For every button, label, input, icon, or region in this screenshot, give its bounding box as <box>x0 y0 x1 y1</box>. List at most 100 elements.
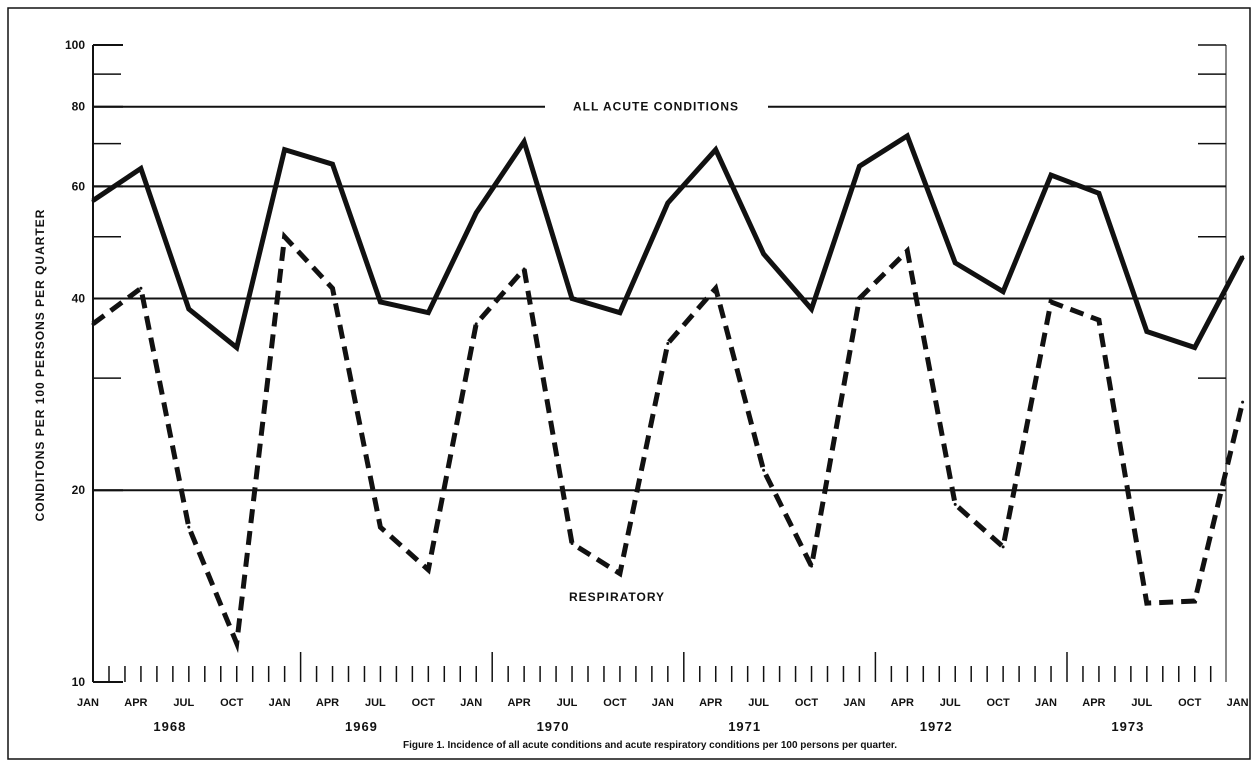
data-point <box>522 140 526 144</box>
data-point <box>331 286 334 290</box>
y-tick-label-60: 60 <box>72 179 86 193</box>
y-tick-label-80: 80 <box>72 100 86 114</box>
data-point <box>1241 255 1245 259</box>
y-tick-label-10: 10 <box>72 675 86 689</box>
data-point <box>905 249 909 253</box>
x-tick-label: JAN <box>460 697 482 709</box>
x-tick-label: APR <box>124 697 147 709</box>
data-point <box>953 261 957 265</box>
data-point <box>1097 191 1101 195</box>
x-tick-label: JUL <box>940 697 961 709</box>
x-year-label-1973: 1973 <box>1111 719 1144 734</box>
data-point <box>1145 601 1149 605</box>
x-year-label-1970: 1970 <box>537 719 570 734</box>
data-point <box>235 641 239 645</box>
x-year-label-1972: 1972 <box>920 719 953 734</box>
x-tick-label: JAN <box>269 697 291 709</box>
data-point <box>618 572 622 576</box>
data-point <box>1097 318 1101 322</box>
data-point <box>666 341 670 345</box>
data-point <box>426 311 430 315</box>
data-point <box>810 307 813 311</box>
data-point <box>762 468 766 472</box>
data-point <box>762 252 766 256</box>
data-point <box>522 267 526 271</box>
data-point <box>474 211 478 215</box>
data-point <box>283 148 287 152</box>
x-tick-label: JUL <box>748 697 769 709</box>
data-point <box>91 199 95 203</box>
data-point <box>283 235 287 239</box>
series-label-respiratory: RESPIRATORY <box>569 590 665 604</box>
data-point <box>857 164 861 168</box>
x-tick-label: JUL <box>557 697 578 709</box>
data-point <box>666 201 670 205</box>
x-tick-label: JAN <box>1227 697 1249 709</box>
data-point <box>905 134 909 138</box>
data-point <box>570 541 574 545</box>
y-tick-label-100: 100 <box>65 38 85 52</box>
frame <box>7 7 1251 760</box>
data-point <box>1193 599 1197 603</box>
y-tick-label-40: 40 <box>72 291 86 305</box>
x-tick-label: JAN <box>1035 697 1057 709</box>
x-tick-label: OCT <box>603 697 627 709</box>
data-point <box>378 300 382 304</box>
y-axis-label: CONDITONS PER 100 PERSONS PER QUARTER <box>33 209 47 522</box>
data-point <box>1193 346 1197 350</box>
data-point <box>1049 300 1053 304</box>
data-point <box>1049 173 1053 177</box>
labels: CONDITONS PER 100 PERSONS PER QUARTER Fi… <box>33 209 897 751</box>
gridlines: ALL ACUTE CONDITIONS <box>93 100 1226 492</box>
x-tick-label: APR <box>316 697 339 709</box>
data-point <box>570 296 574 300</box>
data-point <box>331 162 334 166</box>
data-point <box>618 311 622 315</box>
data-point <box>139 166 143 170</box>
x-tick-label: JUL <box>365 697 386 709</box>
x-year-label-1969: 1969 <box>345 719 378 734</box>
x-tick-label: OCT <box>412 697 436 709</box>
data-point <box>1001 290 1005 294</box>
data-point <box>1145 330 1149 334</box>
data-point <box>235 346 239 350</box>
x-tick-label: APR <box>507 697 530 709</box>
x-tick-label: OCT <box>220 697 244 709</box>
x-tick-label: JAN <box>843 697 865 709</box>
x-tick-label: APR <box>699 697 722 709</box>
data-point <box>139 286 143 290</box>
x-tick-label: JAN <box>77 697 99 709</box>
x-axis: JAN APR JUL OCT JAN APR JUL OCT JAN APR JUL OCT JAN A… <box>77 652 1249 734</box>
data-point <box>953 502 957 506</box>
data-point <box>857 296 861 300</box>
data-point <box>91 322 95 326</box>
series <box>91 132 1246 654</box>
x-tick-label: OCT <box>1178 697 1202 709</box>
x-year-label-1971: 1971 <box>728 719 761 734</box>
y-tick-label-20: 20 <box>72 483 86 497</box>
x-tick-label: JUL <box>1131 697 1152 709</box>
x-tick-label: JUL <box>173 697 194 709</box>
data-point <box>187 525 191 529</box>
x-year-label-1968: 1968 <box>153 719 186 734</box>
x-tick-label: JAN <box>652 697 674 709</box>
data-point <box>474 322 478 326</box>
x-tick-label: APR <box>891 697 914 709</box>
series-label-all-acute: ALL ACUTE CONDITIONS <box>573 100 739 114</box>
series-all-acute-line <box>91 132 1245 352</box>
data-point <box>378 525 382 529</box>
data-point <box>810 564 813 568</box>
x-tick-label: OCT <box>986 697 1010 709</box>
data-point <box>187 307 191 311</box>
x-tick-label: OCT <box>795 697 819 709</box>
data-point <box>714 148 718 152</box>
data-point <box>426 568 430 572</box>
figure-caption: Figure 1. Incidence of all acute conditi… <box>403 740 897 751</box>
outer-border <box>7 7 1251 760</box>
data-point <box>1001 545 1005 549</box>
data-point <box>714 286 718 290</box>
x-tick-label: APR <box>1082 697 1105 709</box>
data-point <box>1241 400 1245 404</box>
